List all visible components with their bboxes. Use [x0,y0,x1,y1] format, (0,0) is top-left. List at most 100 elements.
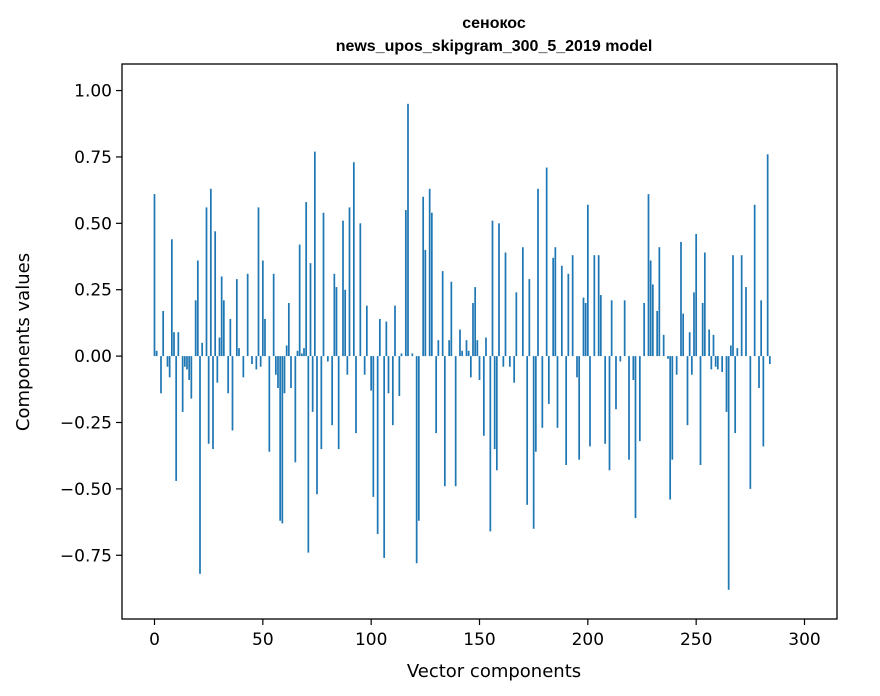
bar-component-104 [379,319,381,356]
bar-component-4 [162,311,164,356]
bar-component-107 [385,322,387,357]
bar-component-121 [416,356,418,563]
bar-component-128 [431,213,433,356]
bar-component-78 [323,213,325,356]
y-tick-label: 0.25 [74,281,112,301]
bar-component-205 [598,255,600,356]
bar-component-177 [537,189,539,356]
y-tick-label: 0.75 [74,148,112,168]
bar-component-228 [648,194,650,356]
bar-component-198 [583,298,585,356]
bar-component-58 [279,356,281,521]
bar-component-233 [658,247,660,356]
bar-component-19 [195,300,197,356]
bar-component-47 [255,356,257,369]
bar-component-111 [394,306,396,356]
bar-component-92 [353,162,355,356]
x-tick-label: 0 [149,630,160,650]
x-tick-label: 100 [355,630,387,650]
bar-component-21 [199,356,201,574]
bar-component-238 [669,356,671,499]
bar-component-166 [513,356,515,383]
bar-component-60 [284,356,286,393]
x-tick-label: 50 [252,630,274,650]
bar-component-14 [184,356,186,367]
bar-component-265 [728,356,730,590]
bar-component-266 [730,345,732,356]
bar-component-90 [349,207,351,356]
bar-component-87 [342,221,344,356]
bar-component-116 [405,210,407,356]
bar-component-186 [557,356,559,428]
bar-component-230 [652,284,654,356]
bar-component-55 [273,274,275,356]
bar-component-267 [732,255,734,356]
bar-component-83 [333,274,335,356]
bar-component-13 [182,356,184,412]
bar-component-48 [258,207,260,356]
bar-component-101 [372,356,374,497]
bar-component-208 [604,356,606,444]
bar-component-273 [745,287,747,356]
bar-component-249 [693,292,695,356]
bar-component-193 [572,255,574,356]
bar-component-281 [762,356,764,446]
bar-component-190 [565,356,567,465]
bar-component-167 [515,292,517,356]
bar-component-239 [671,356,673,460]
bar-component-93 [355,356,357,433]
bar-component-164 [509,356,511,367]
bar-component-125 [424,250,426,356]
bar-component-98 [366,306,368,356]
bar-component-241 [676,356,678,375]
bar-component-119 [411,353,413,356]
bar-component-247 [689,332,691,356]
bar-component-170 [522,247,524,356]
bar-component-63 [290,356,292,388]
chart-title: сенокос [462,15,526,32]
bar-component-144 [466,340,468,356]
bar-component-250 [695,234,697,356]
bar-component-175 [533,356,535,529]
bar-component-38 [236,279,238,356]
bar-component-141 [459,330,461,357]
bar-component-182 [548,356,550,404]
bar-component-161 [502,356,504,367]
bar-component-271 [741,255,743,356]
bar-component-20 [197,261,199,357]
bar-component-195 [576,356,578,377]
bar-component-88 [344,290,346,356]
bar-component-95 [359,223,361,356]
bar-component-32 [223,300,225,356]
y-tick-label: 1.00 [74,82,112,102]
bar-component-217 [624,300,626,356]
bar-component-131 [437,340,439,356]
bar-component-148 [474,287,476,356]
bar-component-108 [388,356,390,393]
x-axis-label: Vector components [407,661,581,682]
bar-component-280 [760,300,762,356]
bar-component-257 [710,356,712,369]
bar-component-28 [214,231,216,356]
bar-component-262 [721,356,723,372]
bar-component-82 [331,356,333,425]
bar-component-61 [286,345,288,356]
bar-component-173 [528,279,530,356]
bar-component-200 [587,205,589,356]
bar-component-145 [468,351,470,356]
bar-component-89 [346,356,348,375]
bar-component-27 [212,356,214,449]
bar-component-260 [717,356,719,369]
bar-component-9 [173,332,175,356]
bar-component-69 [303,348,305,356]
bar-component-39 [238,348,240,356]
bar-component-35 [229,319,231,356]
bar-component-159 [498,223,500,356]
chart-subtitle: news_upos_skipgram_300_5_2019 model [336,38,653,55]
bar-component-279 [758,356,760,388]
bar-component-25 [208,356,210,444]
bar-component-179 [541,356,543,428]
bar-component-103 [377,356,379,534]
bar-component-110 [392,356,394,425]
bar-component-24 [206,207,208,356]
